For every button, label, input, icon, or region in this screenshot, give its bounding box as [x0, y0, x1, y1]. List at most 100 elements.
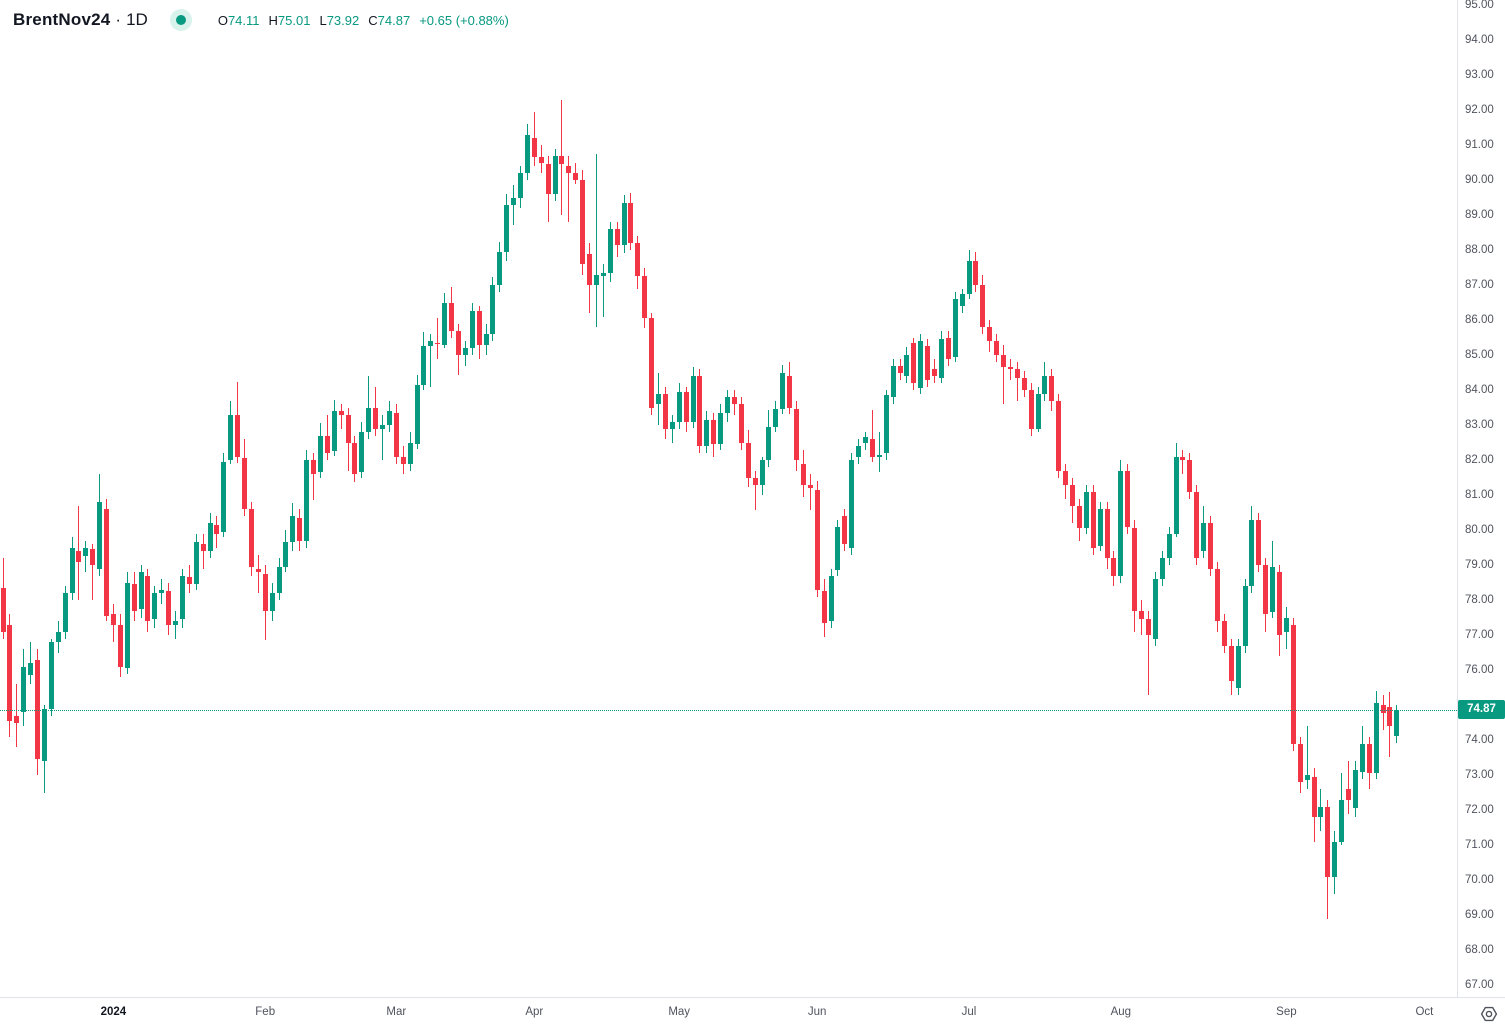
- interval-label[interactable]: 1D: [126, 10, 148, 29]
- candle-body: [593, 274, 599, 285]
- candle-wick: [437, 318, 439, 359]
- candle-body: [925, 346, 931, 380]
- ohlc-legend: BrentNov24 · 1D O74.11 H75.01 L73.92 C74…: [13, 9, 509, 31]
- candle-body: [1187, 460, 1193, 492]
- candle-body: [159, 589, 165, 593]
- candle-wick: [1348, 761, 1349, 814]
- candle-body: [787, 376, 793, 408]
- candle-body: [849, 460, 855, 548]
- candle-body: [1166, 533, 1172, 558]
- candle-body: [1145, 619, 1151, 635]
- price-axis-label: 82.00: [1465, 454, 1494, 466]
- candle-body: [255, 568, 261, 572]
- candle-body: [138, 572, 144, 609]
- price-axis-label: 87.00: [1465, 279, 1494, 291]
- symbol-name[interactable]: BrentNov24: [13, 10, 111, 29]
- candle-body: [1380, 705, 1386, 714]
- candle-body: [97, 502, 103, 569]
- candle-body: [1083, 491, 1089, 529]
- candle-body: [90, 549, 96, 565]
- price-axis-label: 85.00: [1465, 349, 1494, 361]
- candle-body: [552, 155, 558, 194]
- price-axis[interactable]: 74.87 95.00 94.00 93.00 92.00 91.00 90.00 89.0…: [1457, 0, 1505, 1030]
- candle-body: [1221, 621, 1227, 646]
- candle-body: [642, 276, 648, 319]
- price-axis-label: 73.00: [1465, 769, 1494, 781]
- candle-body: [794, 409, 799, 460]
- candle-body: [76, 551, 82, 562]
- candle-body: [649, 318, 655, 408]
- candle-body: [1373, 703, 1379, 774]
- candle-body: [973, 260, 979, 285]
- candle-body: [1208, 523, 1213, 569]
- price-axis-label: 70.00: [1465, 874, 1494, 886]
- plot-area[interactable]: [0, 0, 1457, 997]
- price-axis-label: 89.00: [1465, 209, 1494, 221]
- candle-body: [469, 311, 475, 348]
- candle-body: [7, 624, 13, 721]
- candle-body: [207, 523, 213, 551]
- candle-body: [1007, 367, 1013, 369]
- candle-body: [932, 369, 937, 376]
- price-axis-label: 90.00: [1465, 174, 1494, 186]
- candle-body: [311, 460, 316, 474]
- candle-body: [1152, 579, 1158, 639]
- candle-wick: [430, 334, 432, 387]
- price-axis-label: 78.00: [1465, 594, 1494, 606]
- hex-nut-icon: [1480, 1006, 1498, 1022]
- time-axis-label: Apr: [525, 1006, 544, 1018]
- candle-wick: [602, 264, 604, 317]
- candle-body: [918, 341, 924, 389]
- candle-wick: [313, 453, 314, 500]
- axis-settings-icon[interactable]: [1480, 1005, 1498, 1023]
- candle-body: [945, 337, 951, 359]
- candle-wick: [1003, 344, 1004, 404]
- candle-body: [711, 419, 717, 445]
- candle-wick: [809, 474, 811, 511]
- candle-body: [338, 411, 344, 415]
- candle-body: [504, 204, 510, 252]
- price-axis-label: 92.00: [1465, 104, 1494, 116]
- candle-body: [863, 437, 868, 443]
- candle-body: [725, 397, 730, 413]
- change-value: +0.65 (+0.88%): [419, 12, 509, 28]
- time-axis-label: Aug: [1110, 1006, 1132, 1018]
- candle-body: [1118, 470, 1124, 576]
- candle-body: [531, 138, 537, 158]
- time-axis[interactable]: 2024 Feb Mar Apr May Jun Jul Aug Sep Oct: [0, 997, 1505, 1030]
- candle-body: [428, 341, 434, 347]
- current-price-badge: 74.87: [1458, 700, 1505, 720]
- candle-body: [1228, 645, 1234, 681]
- candle-wick: [382, 414, 383, 460]
- candle-body: [283, 542, 289, 567]
- open-value: O74.11: [217, 12, 260, 28]
- candle-body: [407, 442, 413, 464]
- candle-body: [580, 180, 586, 264]
- price-axis-label: 74.00: [1465, 734, 1494, 746]
- candle-body: [331, 411, 337, 452]
- candle-body: [842, 516, 848, 544]
- candle-body: [1352, 769, 1358, 809]
- candle-body: [621, 202, 627, 245]
- candle-body: [55, 631, 61, 642]
- candle-body: [1042, 376, 1048, 394]
- candle-body: [276, 566, 282, 593]
- candle-body: [780, 372, 786, 410]
- candle-body: [745, 442, 751, 478]
- price-axis-label: 71.00: [1465, 839, 1494, 851]
- high-value: H75.01: [268, 12, 311, 28]
- candle-body: [1277, 572, 1282, 635]
- candle-wick: [257, 554, 259, 593]
- current-price-line: [0, 709, 1457, 711]
- candle-body: [966, 260, 972, 294]
- candle-body: [359, 432, 365, 473]
- candle-body: [242, 458, 247, 509]
- candle-body: [987, 327, 993, 341]
- candle-wick: [878, 431, 880, 472]
- candle-body: [21, 666, 27, 712]
- candle-body: [876, 454, 882, 457]
- candle-body: [1104, 509, 1110, 558]
- candle-body: [1111, 558, 1117, 576]
- candle-body: [669, 421, 675, 429]
- candle-body: [48, 642, 54, 709]
